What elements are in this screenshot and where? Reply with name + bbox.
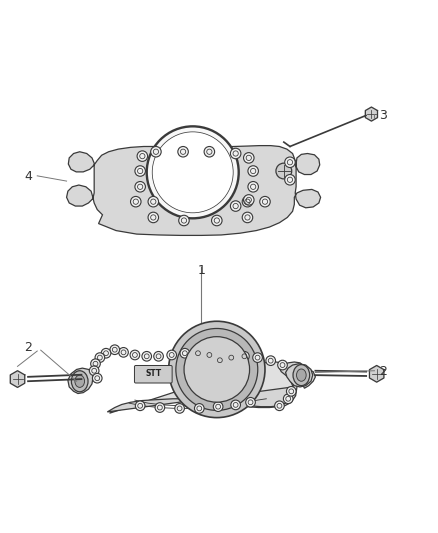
Circle shape: [135, 166, 145, 176]
Circle shape: [213, 402, 223, 411]
Circle shape: [130, 350, 140, 360]
Ellipse shape: [71, 371, 88, 392]
Circle shape: [260, 197, 270, 207]
Circle shape: [110, 345, 120, 354]
Circle shape: [194, 403, 204, 413]
Circle shape: [266, 356, 276, 366]
Circle shape: [253, 353, 262, 362]
Circle shape: [135, 182, 145, 192]
Circle shape: [226, 353, 236, 362]
Text: 1: 1: [198, 264, 205, 277]
Circle shape: [285, 157, 295, 167]
Polygon shape: [189, 137, 208, 147]
Circle shape: [152, 132, 233, 213]
Polygon shape: [286, 364, 313, 387]
Polygon shape: [107, 362, 306, 412]
Circle shape: [240, 351, 249, 361]
Circle shape: [119, 348, 128, 357]
Circle shape: [92, 374, 102, 383]
Circle shape: [286, 386, 296, 396]
Circle shape: [231, 400, 240, 410]
Circle shape: [147, 126, 239, 219]
Text: 2: 2: [25, 341, 32, 354]
Circle shape: [285, 174, 295, 185]
Circle shape: [246, 398, 255, 407]
Circle shape: [151, 147, 161, 157]
Circle shape: [276, 163, 292, 179]
Circle shape: [242, 212, 253, 223]
Text: 3: 3: [379, 109, 387, 122]
Circle shape: [142, 351, 152, 361]
Circle shape: [184, 337, 250, 402]
Circle shape: [169, 321, 265, 418]
Circle shape: [205, 350, 214, 360]
Circle shape: [135, 401, 145, 410]
Circle shape: [179, 215, 189, 226]
Circle shape: [230, 201, 241, 211]
Circle shape: [95, 353, 105, 362]
Circle shape: [155, 403, 165, 413]
Circle shape: [244, 152, 254, 163]
Circle shape: [248, 182, 258, 192]
Circle shape: [167, 350, 177, 360]
Ellipse shape: [75, 375, 85, 387]
Circle shape: [212, 215, 222, 226]
Polygon shape: [110, 362, 315, 413]
Circle shape: [248, 166, 258, 176]
Circle shape: [204, 147, 215, 157]
Text: 2: 2: [379, 365, 387, 378]
Circle shape: [89, 366, 99, 376]
Circle shape: [175, 403, 184, 413]
Polygon shape: [67, 146, 321, 236]
Circle shape: [148, 197, 159, 207]
Circle shape: [148, 212, 159, 223]
Circle shape: [178, 147, 188, 157]
Circle shape: [244, 195, 254, 205]
Circle shape: [101, 349, 111, 358]
Text: 4: 4: [25, 170, 32, 183]
Circle shape: [180, 349, 190, 358]
Polygon shape: [68, 368, 93, 393]
Circle shape: [230, 148, 241, 159]
Circle shape: [215, 356, 225, 365]
Circle shape: [137, 151, 148, 161]
Ellipse shape: [293, 365, 310, 386]
Polygon shape: [11, 371, 25, 387]
Circle shape: [91, 359, 100, 368]
Circle shape: [154, 351, 163, 361]
Polygon shape: [370, 366, 384, 382]
Circle shape: [193, 349, 203, 358]
FancyBboxPatch shape: [134, 366, 172, 383]
Circle shape: [278, 360, 287, 370]
Circle shape: [242, 197, 253, 207]
Circle shape: [283, 394, 293, 403]
Circle shape: [131, 197, 141, 207]
Circle shape: [176, 328, 258, 410]
Ellipse shape: [297, 369, 306, 381]
Text: STT: STT: [145, 369, 162, 378]
Circle shape: [275, 401, 284, 410]
Polygon shape: [365, 107, 378, 121]
